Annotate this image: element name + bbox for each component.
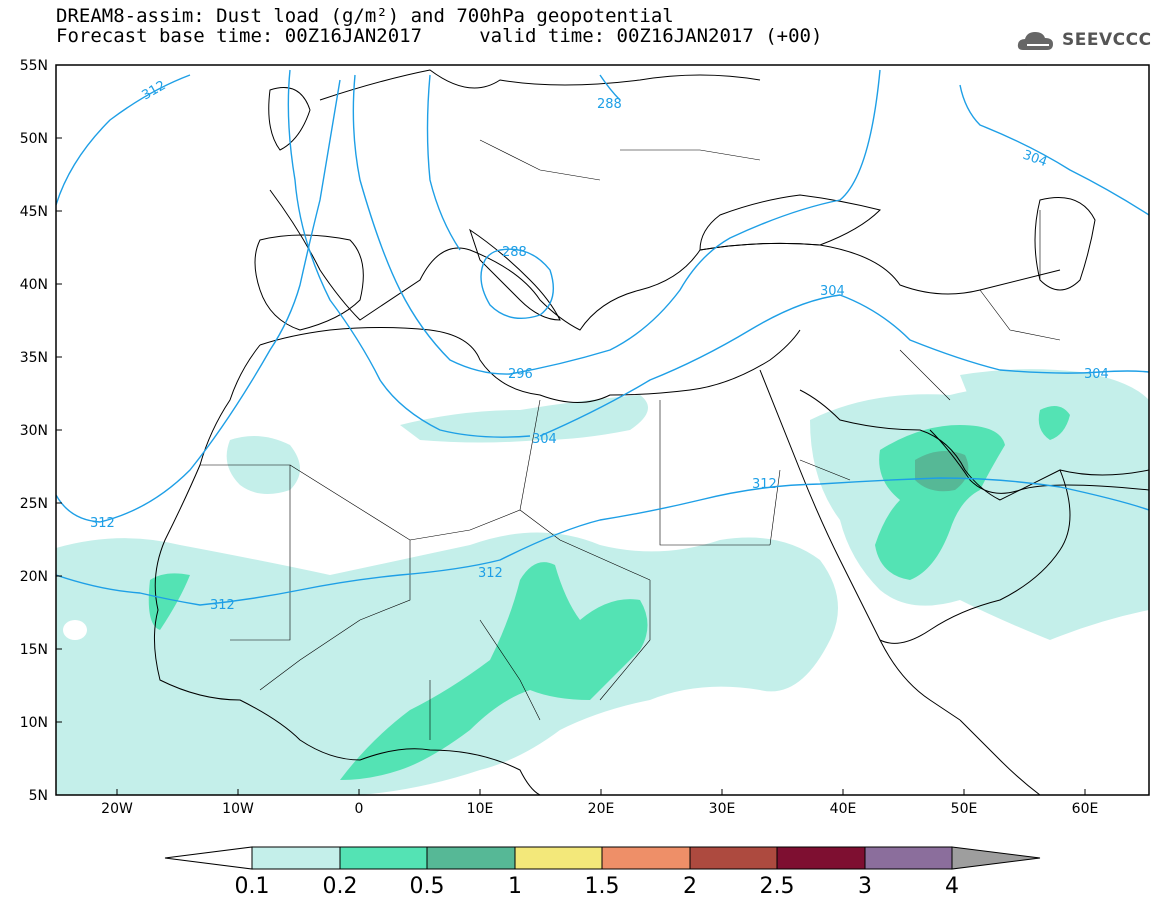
- coast-northafrica: [259, 327, 801, 403]
- lat-label: 5N: [29, 788, 48, 804]
- map-title: DREAM8-assim: Dust load (g/m²) and 700hP…: [56, 5, 674, 27]
- dust-area-medium-iran: [1038, 406, 1070, 440]
- lat-label: 25N: [20, 496, 48, 512]
- lat-labels: 55N 50N 45N 40N 35N 30N 25N 20N 15N 10N …: [20, 58, 48, 804]
- colorbar-label: 0.2: [323, 874, 358, 899]
- axis-ticks: [56, 64, 1086, 795]
- colorbar-swatch: [514, 846, 603, 870]
- contour-304-ne: [959, 84, 1149, 216]
- colorbar-label: 0.5: [410, 874, 445, 899]
- coast-redsea: [759, 369, 961, 721]
- colorbar-low-arrow: [164, 846, 253, 870]
- geopotential-contours: [56, 69, 1149, 606]
- dust-area-dark-gulf: [915, 451, 969, 492]
- contour-304-med: [539, 294, 1149, 437]
- cloud-icon: [1017, 32, 1053, 50]
- colorbar-label: 4: [945, 874, 959, 899]
- coast-india: [1059, 469, 1149, 476]
- coast-caspian: [1034, 197, 1096, 291]
- colorbar-swatch: [689, 846, 778, 870]
- contour-label: 312: [140, 78, 169, 103]
- lon-label: 30E: [709, 801, 736, 817]
- contour-label: 312: [478, 566, 503, 581]
- contour-label: 288: [502, 245, 527, 260]
- dust-area-medium-chad: [340, 562, 648, 780]
- lon-labels: 20W 10W 0 10E 20E 30E 40E 50E 60E: [101, 801, 1098, 817]
- lon-label: 40E: [830, 801, 857, 817]
- colorbar-label: 1.5: [585, 874, 620, 899]
- colorbar-label: 3: [858, 874, 872, 899]
- contour-label: 312: [752, 477, 777, 492]
- coast-britain: [268, 87, 311, 151]
- lat-label: 50N: [20, 131, 48, 147]
- dust-area-medium-arabia: [875, 425, 1005, 580]
- dust-area-light-westafrica: [56, 532, 838, 795]
- coast-blacksea: [699, 194, 881, 251]
- lat-label: 15N: [20, 642, 48, 658]
- contour-label: 312: [90, 516, 115, 531]
- dust-area-medium-west: [148, 573, 190, 630]
- dust-layer: [56, 369, 1149, 795]
- contour-label: 296: [508, 367, 533, 382]
- dust-area-light-gulf: [270, 728, 370, 790]
- coast-italy: [469, 228, 561, 321]
- lon-label: 0: [355, 801, 364, 817]
- lat-label: 20N: [20, 569, 48, 585]
- contour-288-c: [426, 74, 461, 251]
- lat-label: 30N: [20, 423, 48, 439]
- colorbar-swatch: [776, 846, 866, 870]
- lon-label: 10W: [222, 801, 254, 817]
- colorbar-label: 2: [683, 874, 697, 899]
- lat-label: 10N: [20, 715, 48, 731]
- coast-europe: [269, 189, 1061, 331]
- contour-312-south: [56, 79, 341, 523]
- contour-label: 304: [820, 284, 845, 299]
- lon-label: 60E: [1072, 801, 1099, 817]
- coast-eastafrica: [959, 719, 1041, 795]
- lat-label: 45N: [20, 204, 48, 220]
- colorbar-swatch: [601, 846, 691, 870]
- seevccc-logo: SEEVCCC: [1062, 30, 1152, 50]
- colorbar-swatch: [339, 846, 428, 870]
- coast-iberia: [254, 234, 364, 331]
- lat-label: 40N: [20, 277, 48, 293]
- contour-label: 304: [1021, 148, 1049, 171]
- coast-arabia: [799, 389, 1071, 644]
- colorbar-swatch: [251, 846, 341, 870]
- contour-288-d: [599, 74, 621, 101]
- lat-label: 55N: [20, 58, 48, 74]
- lon-label: 50E: [951, 801, 978, 817]
- colorbar-swatch: [864, 846, 953, 870]
- dust-area-light-libya: [400, 395, 648, 443]
- colorbar: [164, 846, 1041, 870]
- colorbar-labels: 0.1 0.2 0.5 1 1.5 2 2.5 3 4: [235, 874, 960, 899]
- map-subtitle: Forecast base time: 00Z16JAN2017 valid t…: [56, 25, 823, 47]
- contour-288-loop: [480, 248, 554, 319]
- borders: [200, 139, 1061, 740]
- contour-label: 304: [532, 432, 557, 447]
- colorbar-label: 2.5: [760, 874, 795, 899]
- colorbar-swatch: [426, 846, 516, 870]
- coast-northsea: [319, 69, 761, 101]
- contour-312-main: [56, 477, 1149, 606]
- lat-label: 35N: [20, 350, 48, 366]
- lon-label: 20E: [588, 801, 615, 817]
- colorbar-high-arrow: [951, 846, 1041, 870]
- contour-288-b: [352, 74, 511, 375]
- lon-label: 10E: [467, 801, 494, 817]
- contour-312-north: [56, 74, 191, 206]
- lon-label: 20W: [101, 801, 133, 817]
- contour-label: 312: [210, 598, 235, 613]
- contour-label: 288: [597, 97, 622, 112]
- contour-label: 304: [1084, 367, 1109, 382]
- contour-288-a: [287, 69, 531, 438]
- colorbar-label: 0.1: [235, 874, 270, 899]
- coast-persiangulf: [929, 429, 1149, 494]
- contour-296: [509, 69, 881, 375]
- colorbar-label: 1: [508, 874, 522, 899]
